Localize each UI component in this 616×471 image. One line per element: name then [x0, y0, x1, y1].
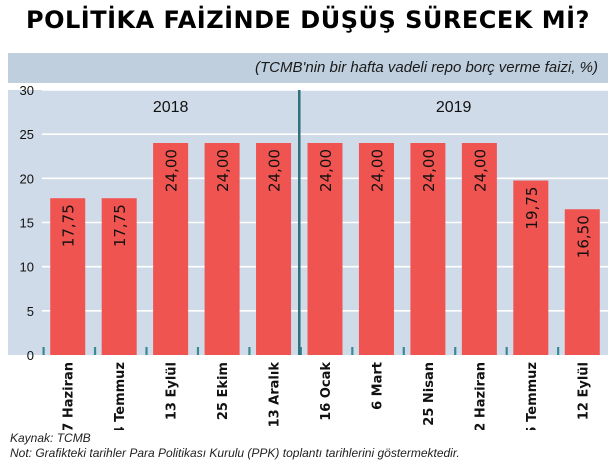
- x-tick-marker: [299, 347, 302, 355]
- chart-title: POLİTİKA FAİZİNDE DÜŞÜŞ SÜRECEK Mİ?: [26, 6, 590, 34]
- bar-value-label: 24,00: [317, 149, 335, 192]
- bar: [410, 143, 446, 355]
- bar-value-label: 24,00: [368, 149, 386, 192]
- y-tick-label: 10: [20, 260, 34, 275]
- source-note: Kaynak: TCMB: [10, 431, 91, 445]
- bar-value-label: 24,00: [266, 149, 284, 192]
- x-tick-label: 13 Aralık: [268, 362, 283, 428]
- y-tick-label: 5: [27, 304, 34, 319]
- bar: [50, 198, 86, 355]
- x-tick-marker: [454, 347, 457, 355]
- y-tick-label: 30: [20, 83, 34, 98]
- bar-value-label: 17,75: [60, 204, 78, 247]
- bar-chart: 0 5 10 15 20 25 30 17,75 17,75 24,00 24,00 24,00 24…: [8, 83, 608, 430]
- y-tick-label: 20: [20, 171, 34, 186]
- bar-value-label: 24,00: [420, 149, 438, 192]
- x-tick-label: 25 Temmuz: [525, 362, 540, 430]
- bar: [153, 143, 189, 355]
- bar: [461, 143, 497, 355]
- y-tick-label: 25: [20, 127, 34, 142]
- bar-value-label: 17,75: [111, 204, 129, 247]
- chart-subtitle: (TCMB'nin bir hafta vadeli repo borç ver…: [255, 59, 598, 76]
- x-tick-label: 12 Eylül: [576, 362, 591, 420]
- year-label: 2018: [153, 99, 189, 116]
- bar-value-label: 24,00: [214, 149, 232, 192]
- bars: 17,75 17,75 24,00 24,00 24,00 24,00 24,00 24,00…: [42, 143, 600, 355]
- x-tick-label: 16 Ocak: [319, 362, 334, 421]
- x-tick-marker: [505, 347, 508, 355]
- year-labels: 2018 2019: [153, 99, 472, 116]
- bar: [307, 143, 343, 355]
- x-tick-marker: [145, 347, 148, 355]
- x-tick-label: 13 Eylül: [165, 362, 180, 420]
- bar: [256, 143, 292, 355]
- bar-value-label: 19,75: [523, 187, 541, 230]
- x-tick-marker: [196, 347, 200, 355]
- x-tick-marker: [351, 347, 354, 355]
- bar: [564, 209, 600, 355]
- x-tick-label: 12 Haziran: [473, 362, 488, 430]
- bar-value-label: 24,00: [163, 149, 181, 192]
- x-axis: 7 Haziran 24 Temmuz 13 Eylül 25 Ekim 13 Aral…: [62, 362, 592, 430]
- bar: [204, 143, 240, 355]
- x-tick-marker: [248, 347, 251, 355]
- x-tick-label: 25 Ekim: [216, 362, 231, 420]
- x-tick-marker: [93, 347, 97, 355]
- x-tick-marker: [557, 347, 560, 355]
- bar-value-label: 24,00: [471, 149, 489, 192]
- bar: [358, 143, 394, 355]
- subtitle-bar: (TCMB'nin bir hafta vadeli repo borç ver…: [8, 53, 608, 83]
- footnote: Not: Grafikteki tarihler Para Politikası…: [10, 446, 460, 460]
- y-tick-label: 15: [20, 216, 34, 231]
- x-tick-label: 7 Haziran: [62, 362, 77, 430]
- x-tick-label: 6 Mart: [370, 362, 385, 410]
- x-tick-marker: [42, 347, 45, 355]
- y-tick-label: 0: [27, 348, 34, 363]
- x-tick-marker: [402, 347, 405, 355]
- bar: [513, 180, 549, 355]
- year-label: 2019: [436, 99, 472, 116]
- x-tick-label: 24 Temmuz: [113, 362, 128, 430]
- x-tick-label: 25 Nisan: [422, 362, 437, 426]
- bar: [101, 198, 137, 355]
- y-axis: 0 5 10 15 20 25 30: [20, 83, 34, 363]
- bar-value-label: 16,50: [574, 215, 592, 258]
